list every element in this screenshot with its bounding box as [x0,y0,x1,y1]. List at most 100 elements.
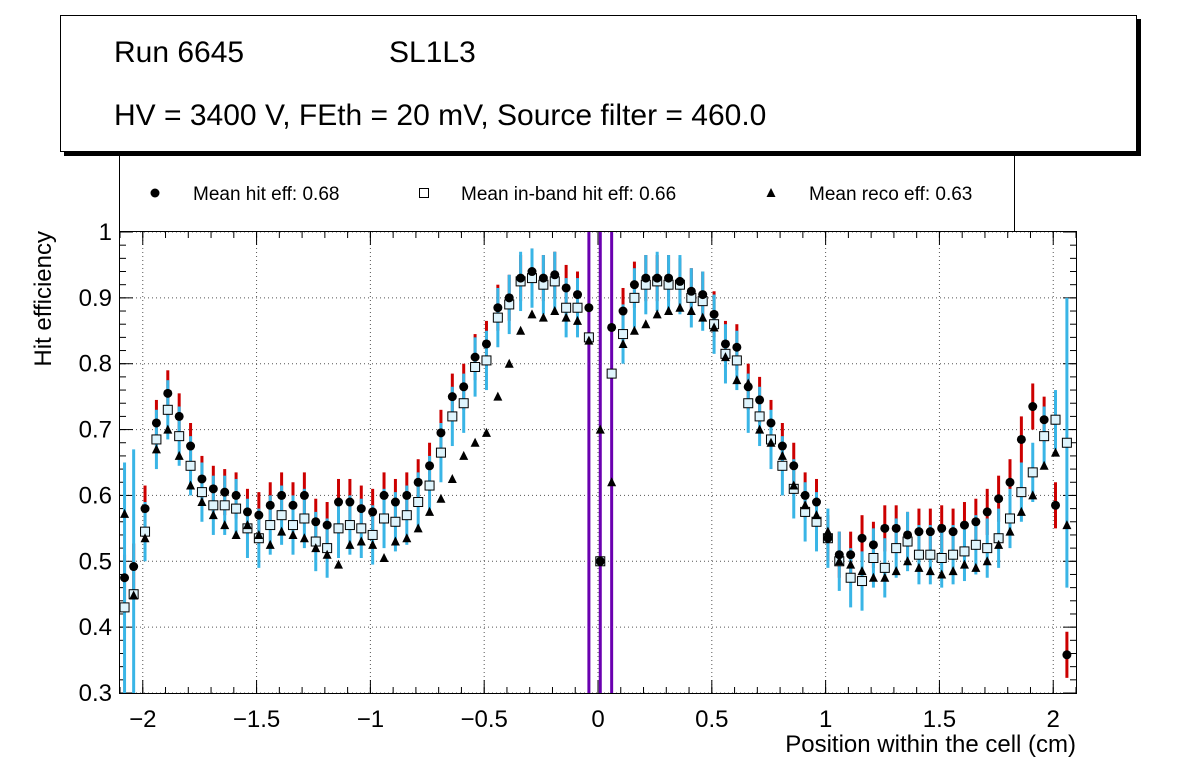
hit-point [345,497,355,507]
inband-point [208,500,219,511]
hit-point [1039,415,1049,425]
reco-point [880,572,890,582]
inband-point [572,302,583,313]
reco-point [709,322,719,332]
hit-point [368,507,378,517]
inband-point [1016,487,1027,498]
reco-point [425,506,435,516]
hit-point [390,497,400,507]
legend-hit-marker [150,188,160,198]
inband-point [367,529,378,540]
reco-point [174,450,184,460]
hit-point [436,428,446,438]
reco-point [231,529,241,539]
hit-point [959,520,969,530]
hit-point [120,573,130,583]
reco-point [220,520,230,530]
inband-point [948,549,959,560]
x-axis-label: Position within the cell (cm) [785,731,1076,758]
hit-point [595,556,605,566]
hit-point [709,309,719,319]
hit-point [652,273,662,283]
hit-point [641,273,651,283]
inband-point [936,552,947,563]
inband-point [185,460,196,471]
y-tick-label: 1 [99,219,112,246]
reco-point [140,533,150,543]
hit-point [857,533,867,543]
hit-point [925,527,935,537]
legend-box [119,156,1015,232]
hit-point [459,382,469,392]
hit-point [174,411,184,421]
layer-label: SL1L3 [389,36,476,69]
reco-point [242,520,252,530]
hit-point [584,303,594,313]
hit-point [265,500,275,510]
hit-point [698,290,708,300]
inband-point [857,576,868,587]
reco-point [1005,526,1015,536]
reco-point [925,566,935,576]
hit-point [982,507,992,517]
inband-point [1004,513,1015,524]
reco-point [982,556,992,566]
reco-point [914,562,924,572]
hit-point [891,523,901,533]
y-tick-label: 0.3 [79,680,112,707]
reco-point [390,536,400,546]
inband-point [891,543,902,554]
reco-point [948,566,958,576]
hit-point [1005,477,1015,487]
hit-point [561,283,571,293]
hit-point [607,322,617,332]
hit-point [550,270,560,280]
hit-point [481,339,491,349]
reco-point [834,556,844,566]
inband-point [492,312,503,323]
hit-point [755,395,765,405]
hit-point [994,494,1004,504]
x-tick-label: 0 [591,706,604,733]
inband-point [982,543,993,554]
hit-point [299,490,309,500]
reco-point [481,427,491,437]
x-tick-label: 2 [1047,706,1060,733]
hit-point [163,388,173,398]
reco-point [129,590,139,600]
hit-point [868,540,878,550]
reco-point [402,533,412,543]
reco-point [971,562,981,572]
reco-point [937,569,947,579]
reco-point [527,309,537,319]
reco-point [379,552,389,562]
title-box: Run 6645 SL1L3 HV = 3400 V, FEth = 20 mV… [60,15,1137,152]
hit-point [629,280,639,290]
hit-point [231,490,241,500]
hit-point [675,276,685,286]
legend: Mean hit eff: 0.68 Mean in-band hit eff: … [150,184,972,205]
reco-point [823,526,833,536]
reco-point [447,473,457,483]
reco-point [120,508,130,518]
conditions-label: HV = 3400 V, FEth = 20 mV, Source filter… [114,99,767,132]
inband-point [265,520,276,531]
hit-point [322,520,332,530]
hit-point [903,530,913,540]
reco-point [959,559,969,569]
inband-point [413,497,424,508]
inband-point [458,398,469,409]
reco-point [686,306,696,316]
inband-point [470,362,481,373]
inband-point [219,500,230,511]
reco-point [334,559,344,569]
hit-point [1028,402,1038,412]
legend-inband-marker [419,188,429,198]
inband-point [344,520,355,531]
inband-point [629,292,640,303]
reco-point [846,559,856,569]
hit-point [402,490,412,500]
hit-point [140,504,150,514]
x-tick-label: −1 [357,706,384,733]
reco-point [197,497,207,507]
